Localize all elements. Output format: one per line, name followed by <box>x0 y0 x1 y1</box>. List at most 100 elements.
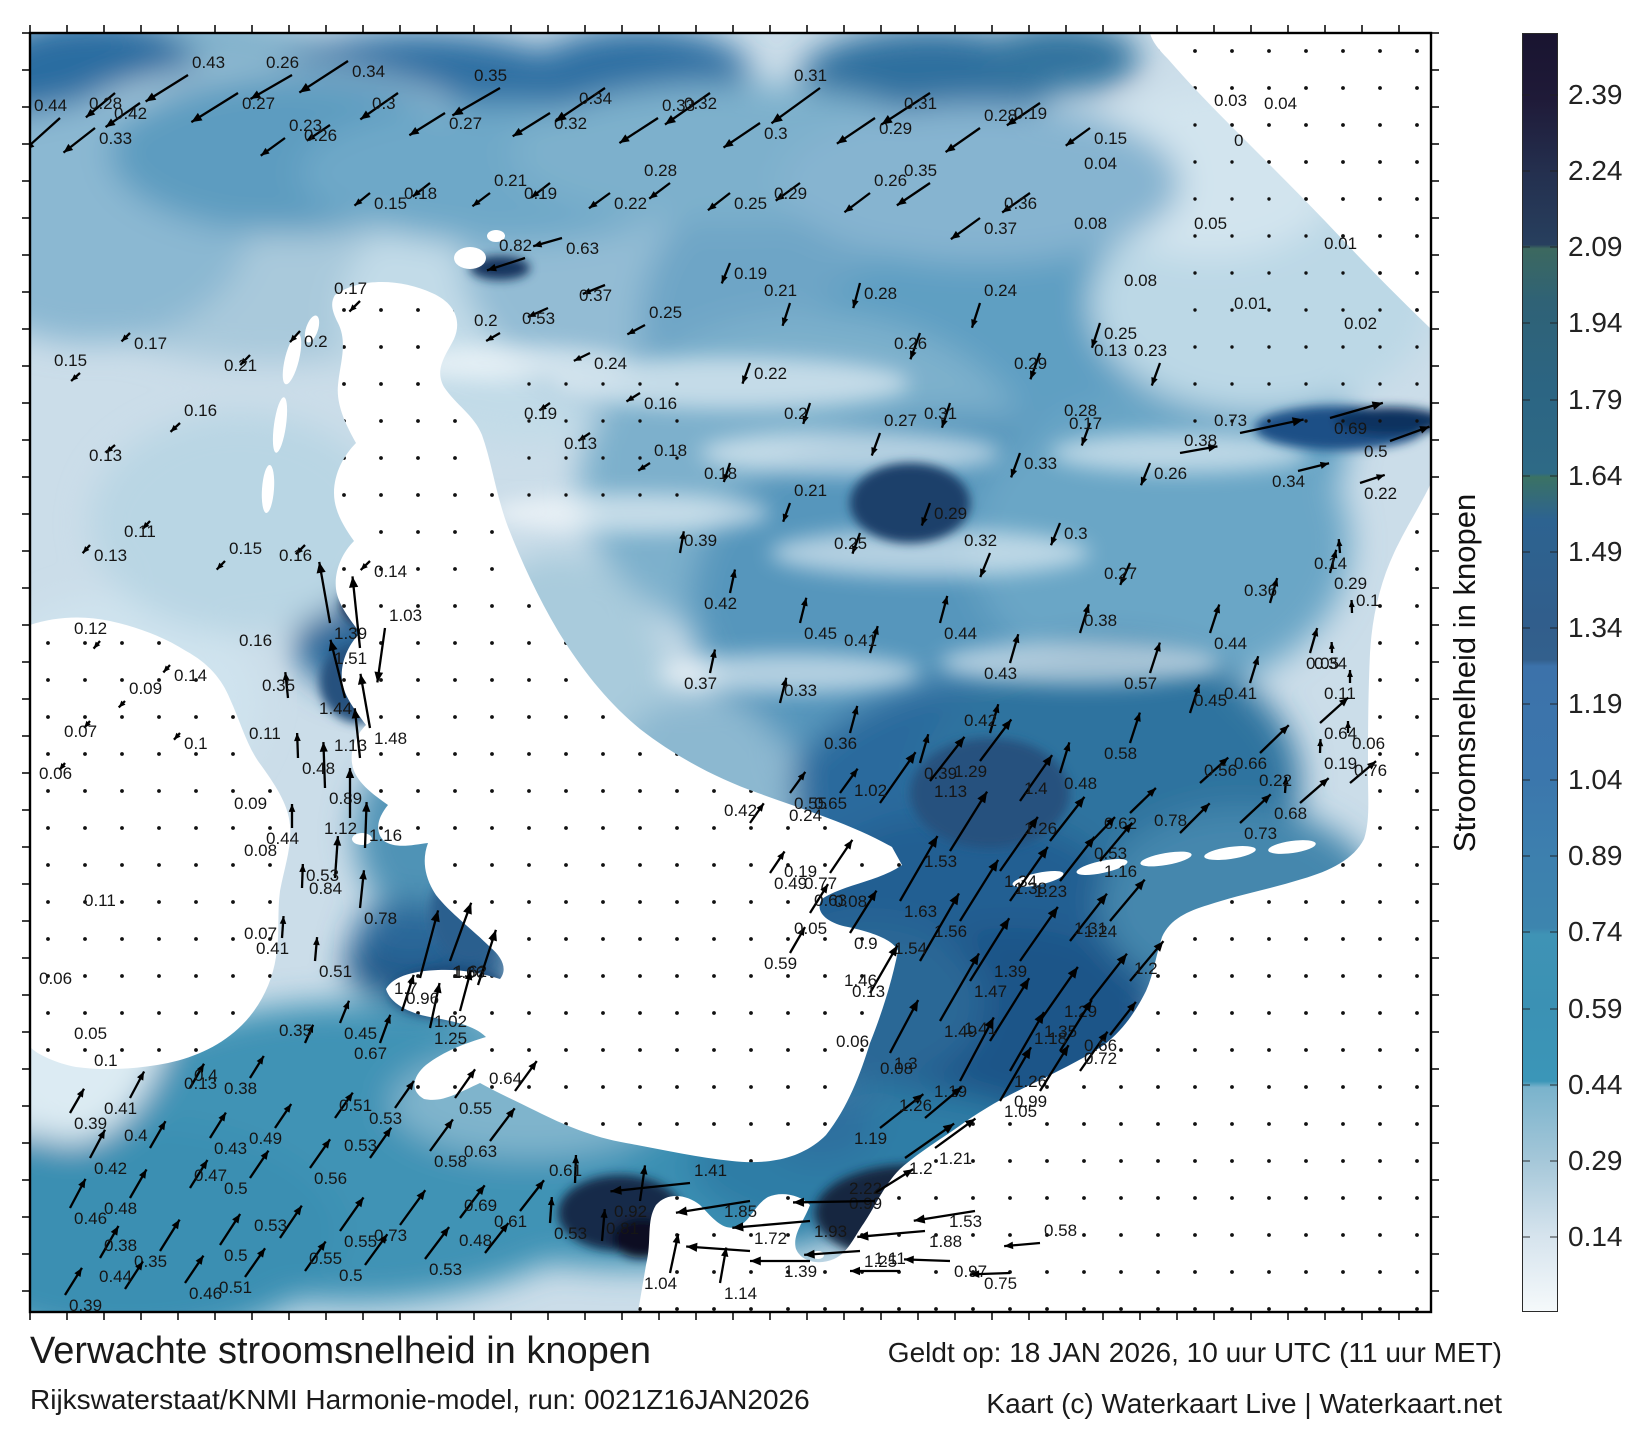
current-speed-label: 0.09 <box>234 794 267 813</box>
current-speed-label: 0.51 <box>319 962 352 981</box>
current-speed-label: 0.45 <box>804 624 837 643</box>
copyright-credit: Kaart (c) Waterkaart Live | Waterkaart.n… <box>986 1388 1502 1419</box>
current-arrow-head <box>797 927 805 937</box>
current-arrow-head <box>78 1178 86 1189</box>
current-speed-label: 0.35 <box>262 676 295 695</box>
current-arrow-head <box>139 1169 147 1179</box>
current-arrow-head <box>374 671 384 683</box>
current-arrow-head <box>351 708 360 719</box>
colorbar-tick-label: 1.64 <box>1568 459 1623 491</box>
current-speed-label: 1.13 <box>934 782 967 801</box>
current-speed-label: 0.5 <box>1364 442 1388 461</box>
current-arrow-head <box>573 354 582 361</box>
current-arrow-head <box>951 1087 962 1097</box>
current-arrow-head <box>888 945 898 957</box>
current-arrow-head <box>1207 444 1218 452</box>
current-arrow-head <box>626 395 635 402</box>
current-speed-label: 2.22 <box>849 1179 882 1198</box>
current-arrow-head <box>1029 370 1037 380</box>
current-arrow-head <box>378 1234 388 1244</box>
current-speed-label: 0.69 <box>464 1196 497 1215</box>
current-speed-label: 0.35 <box>474 66 507 85</box>
current-speed-label: 0.08 <box>1124 271 1157 290</box>
current-speed-label: 1.44 <box>319 699 352 718</box>
current-speed-label: 0.65 <box>814 794 847 813</box>
current-arrow-head <box>867 890 877 902</box>
current-arrow-head <box>941 418 948 428</box>
current-speed-label: 0.55 <box>344 1232 377 1251</box>
current-arrow-head <box>260 147 270 156</box>
current-arrow-head <box>1151 376 1158 386</box>
colorbar-tick-mark <box>1522 550 1530 553</box>
current-arrow-head <box>777 851 785 861</box>
current-arrow-head <box>1019 978 1030 991</box>
current-speed-label: 1.85 <box>724 1202 757 1221</box>
current-arrow <box>969 917 1011 982</box>
current-speed-label: 0.5 <box>339 1266 363 1285</box>
current-arrow-head <box>1319 461 1330 469</box>
current-speed-label: 0.04 <box>1084 154 1117 173</box>
current-arrow-head <box>1252 656 1260 666</box>
current-speed-label: 0.29 <box>1014 354 1047 373</box>
current-arrow-head <box>282 672 290 681</box>
current-speed-label: 0.21 <box>494 171 527 190</box>
current-arrow-head <box>1120 576 1127 585</box>
current-arrow-head <box>1261 794 1271 804</box>
current-speed-label: 0.66 <box>1084 1036 1117 1055</box>
current-arrow-head <box>732 1222 744 1232</box>
current-arrow-head <box>881 115 893 125</box>
current-speed-label: 1.2 <box>909 1159 933 1178</box>
current-arrow-head <box>686 1242 698 1252</box>
current-speed-label: 1.16 <box>369 826 402 845</box>
current-arrow-head <box>1311 628 1319 637</box>
current-arrow-head <box>992 704 1000 714</box>
current-arrow-head <box>679 531 686 540</box>
current-speed-label: 1.21 <box>939 1149 972 1168</box>
current-speed-label: 0.68 <box>1274 804 1307 823</box>
current-arrow-head <box>345 768 355 778</box>
current-arrow-head <box>1319 778 1329 787</box>
current-speed-label: 0.73 <box>1244 824 1277 843</box>
current-arrow-head <box>1098 1031 1108 1043</box>
colorbar-tick-mark <box>1522 855 1530 858</box>
land-norway <box>1150 33 1431 329</box>
current-arrow-head <box>360 563 368 571</box>
current-speed-label: 0.26 <box>304 126 337 145</box>
current-arrow-head <box>1317 739 1324 747</box>
current-arrow-head <box>857 1231 869 1241</box>
current-arrow-head <box>158 1121 166 1131</box>
current-speed-label: 0.19 <box>524 404 557 423</box>
current-speed-label: 0.31 <box>924 404 957 423</box>
map-edge-ticks <box>22 25 1439 1320</box>
current-arrow-head <box>1084 836 1095 848</box>
current-arrow-head <box>638 464 646 471</box>
current-arrow-head <box>945 143 956 153</box>
current-arrow-head <box>742 375 749 384</box>
current-arrow-head <box>1279 725 1289 735</box>
current-vectors-layer: 0.150.170.130.160.210.20.170.130.110.15 0… <box>30 53 1430 1312</box>
current-speed-label: 0.53 <box>522 309 555 328</box>
current-arrow-head <box>486 263 497 272</box>
current-arrow-head <box>971 318 978 328</box>
current-speed-label: 0.44 <box>1214 634 1247 653</box>
current-arrow-head <box>756 803 764 812</box>
current-speed-label: 0.63 <box>814 891 847 910</box>
current-speed-label: 0.16 <box>644 394 677 413</box>
current-speed-label: 0.13 <box>1094 341 1127 360</box>
current-speed-label: 0.53 <box>254 1216 287 1235</box>
current-arrow-head <box>452 106 464 116</box>
current-arrow-head <box>359 870 367 880</box>
current-arrow-head <box>851 705 859 715</box>
colorbar-tick-mark <box>1550 1007 1558 1010</box>
current-speed-label: 0.15 <box>54 351 87 370</box>
colorbar-tick-label: 0.29 <box>1568 1144 1623 1176</box>
current-speed-label: 1.18 <box>1034 1029 1067 1048</box>
current-speed-label: 0.99 <box>849 1194 882 1213</box>
current-arrow <box>1009 846 1049 902</box>
current-speed-label: 0.16 <box>279 546 312 565</box>
current-arrow-head <box>1067 966 1078 979</box>
current-arrow-head <box>137 1071 145 1081</box>
current-speed-label: 0.78 <box>364 909 397 928</box>
current-speed-label: 0.07 <box>64 722 97 741</box>
current-speed-label: 0.37 <box>984 219 1017 238</box>
